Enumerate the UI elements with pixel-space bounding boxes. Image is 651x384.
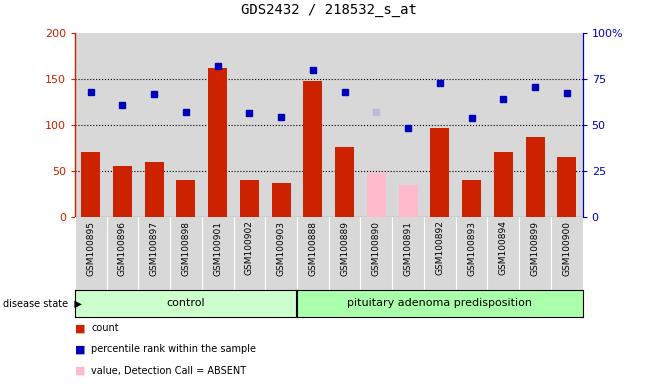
Text: GSM100894: GSM100894 bbox=[499, 220, 508, 275]
Text: GSM100899: GSM100899 bbox=[531, 220, 540, 276]
Bar bbox=[335, 147, 354, 217]
Text: GDS2432 / 218532_s_at: GDS2432 / 218532_s_at bbox=[241, 3, 417, 17]
Text: GSM100897: GSM100897 bbox=[150, 220, 159, 276]
Text: GSM100889: GSM100889 bbox=[340, 220, 349, 276]
Text: GSM100898: GSM100898 bbox=[182, 220, 191, 276]
Text: GSM100902: GSM100902 bbox=[245, 220, 254, 275]
Bar bbox=[208, 68, 227, 217]
Bar bbox=[303, 81, 322, 217]
Text: ■: ■ bbox=[75, 344, 85, 354]
Text: GSM100892: GSM100892 bbox=[436, 220, 445, 275]
Bar bbox=[525, 137, 544, 217]
Text: count: count bbox=[91, 323, 118, 333]
Text: GSM100890: GSM100890 bbox=[372, 220, 381, 276]
Bar bbox=[297, 290, 583, 317]
Bar bbox=[462, 180, 481, 217]
Text: GSM100895: GSM100895 bbox=[86, 220, 95, 276]
Text: GSM100893: GSM100893 bbox=[467, 220, 476, 276]
Text: percentile rank within the sample: percentile rank within the sample bbox=[91, 344, 256, 354]
Text: disease state  ▶: disease state ▶ bbox=[3, 298, 82, 308]
Bar bbox=[113, 166, 132, 217]
Text: GSM100900: GSM100900 bbox=[562, 220, 572, 276]
Text: GSM100891: GSM100891 bbox=[404, 220, 413, 276]
Bar bbox=[398, 185, 418, 217]
Bar bbox=[145, 162, 164, 217]
Text: GSM100888: GSM100888 bbox=[309, 220, 318, 276]
Bar bbox=[240, 180, 259, 217]
Bar bbox=[493, 152, 513, 217]
Text: value, Detection Call = ABSENT: value, Detection Call = ABSENT bbox=[91, 366, 246, 376]
Text: GSM100901: GSM100901 bbox=[213, 220, 222, 276]
Bar bbox=[81, 152, 100, 217]
Bar bbox=[430, 129, 449, 217]
Bar bbox=[557, 157, 576, 217]
Bar bbox=[75, 290, 297, 317]
Bar bbox=[367, 173, 386, 217]
Text: ■: ■ bbox=[75, 323, 85, 333]
Text: pituitary adenoma predisposition: pituitary adenoma predisposition bbox=[348, 298, 533, 308]
Bar bbox=[176, 180, 195, 217]
Text: GSM100903: GSM100903 bbox=[277, 220, 286, 276]
Bar bbox=[271, 183, 290, 217]
Text: control: control bbox=[167, 298, 205, 308]
Text: ■: ■ bbox=[75, 366, 85, 376]
Text: GSM100896: GSM100896 bbox=[118, 220, 127, 276]
